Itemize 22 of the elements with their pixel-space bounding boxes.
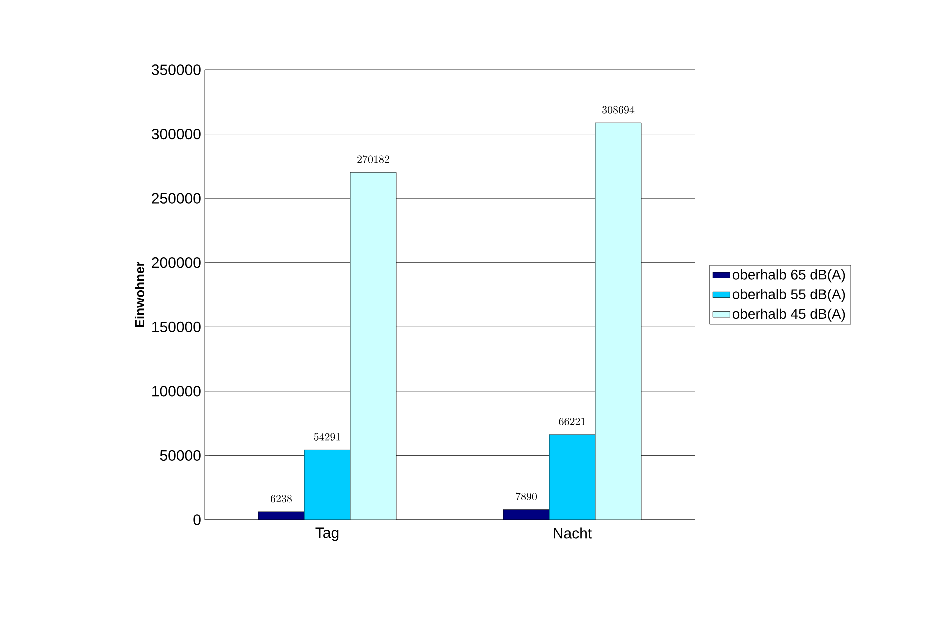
data-label: 270182 — [358, 156, 390, 164]
data-label: 6238 — [271, 495, 292, 503]
y-tick-label: 100000 — [152, 386, 201, 397]
y-tick-label: 250000 — [152, 193, 201, 204]
y-tick-label: 0 — [194, 514, 201, 526]
bar — [595, 122, 642, 520]
legend-label: oberhalb 55 dB(A) — [732, 289, 846, 302]
data-label: 308694 — [602, 106, 635, 114]
bar — [350, 172, 397, 520]
data-label: 7890 — [516, 492, 538, 501]
data-label: 66221 — [559, 418, 586, 426]
y-tick-label: 350000 — [152, 64, 201, 76]
y-axis-title: Einwohner — [134, 262, 145, 328]
x-tick-label: Nacht — [554, 528, 592, 539]
y-tick-label: 300000 — [152, 128, 201, 140]
x-tick-label: Tag — [316, 528, 339, 542]
data-label: 54291 — [314, 433, 340, 441]
legend-label: oberhalb 65 dB(A) — [732, 270, 846, 283]
y-tick-label: 200000 — [152, 258, 201, 268]
legend-label: oberhalb 45 dB(A) — [732, 308, 846, 322]
y-tick-label: 50000 — [160, 450, 201, 462]
y-tick-label: 150000 — [152, 322, 201, 332]
